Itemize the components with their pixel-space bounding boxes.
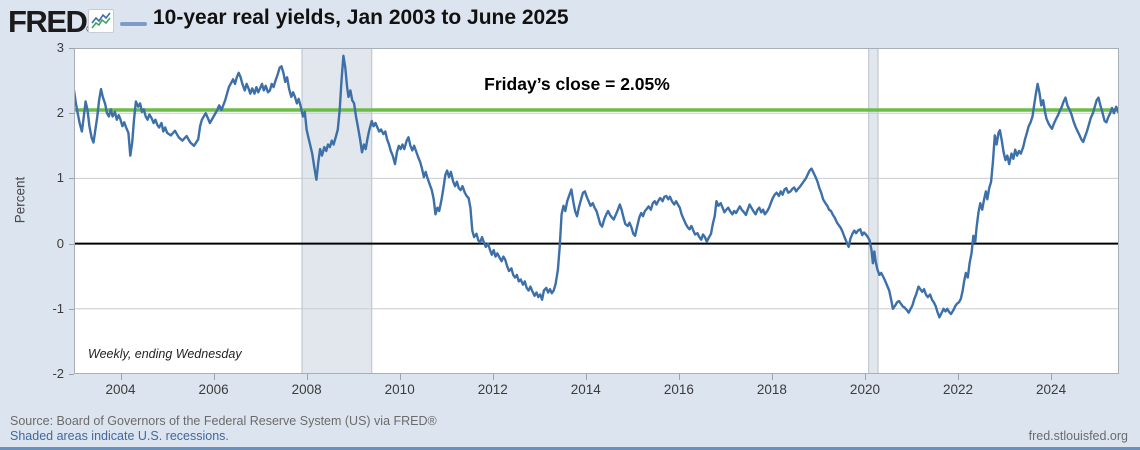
y-tick-mark xyxy=(69,178,74,180)
x-tick-mark xyxy=(399,374,401,380)
site-url-text: fred.stlouisfed.org xyxy=(1028,429,1128,443)
x-tick-label: 2008 xyxy=(291,382,322,397)
source-text: Source: Board of Governors of the Federa… xyxy=(10,414,437,428)
x-tick-mark xyxy=(864,374,866,380)
plot-area xyxy=(74,48,1119,374)
bottom-accent-strip xyxy=(0,447,1140,450)
x-tick-mark xyxy=(585,374,587,380)
x-tick-label: 2004 xyxy=(105,382,136,397)
y-tick-label: 1 xyxy=(56,170,64,186)
recession-note-link[interactable]: Shaded areas indicate U.S. recessions. xyxy=(10,429,229,443)
x-tick-mark xyxy=(213,374,215,380)
x-tick-mark xyxy=(120,374,122,380)
x-tick-mark xyxy=(958,374,960,380)
x-tick-mark xyxy=(306,374,308,380)
x-tick-mark xyxy=(771,374,773,380)
y-tick-mark xyxy=(69,48,74,49)
fred-logo-text: FRED xyxy=(8,4,88,39)
frequency-note: Weekly, ending Wednesday xyxy=(88,347,242,361)
x-tick-label: 2014 xyxy=(570,382,601,397)
fred-logo: FRED® xyxy=(8,4,93,40)
series-legend-line xyxy=(120,22,147,26)
y-tick-mark xyxy=(69,308,74,310)
x-tick-label: 2016 xyxy=(663,382,694,397)
x-tick-label: 2022 xyxy=(942,382,974,397)
y-tick-mark xyxy=(69,243,74,245)
x-tick-mark xyxy=(1051,374,1053,380)
y-tick-mark xyxy=(69,113,74,115)
y-tick-label: 3 xyxy=(56,40,64,55)
x-tick-label: 2006 xyxy=(198,382,229,397)
y-tick-mark xyxy=(69,374,74,375)
plot-svg xyxy=(74,48,1119,374)
y-tick-label: 2 xyxy=(56,105,64,121)
x-tick-label: 2018 xyxy=(756,382,787,397)
x-tick-mark xyxy=(492,374,494,380)
x-tick-label: 2010 xyxy=(384,382,415,397)
page-title: 10-year real yields, Jan 2003 to June 20… xyxy=(153,6,569,29)
y-tick-label: -1 xyxy=(52,300,64,316)
x-tick-mark xyxy=(678,374,680,380)
x-tick-label: 2020 xyxy=(849,382,880,397)
x-tick-label: 2012 xyxy=(477,382,508,397)
x-tick-label: 2024 xyxy=(1036,382,1067,397)
y-tick-label: -2 xyxy=(52,366,64,381)
y-tick-label: 0 xyxy=(56,235,64,251)
friday-close-annotation: Friday’s close = 2.05% xyxy=(484,74,670,94)
fred-sparkline-icon xyxy=(88,9,114,33)
